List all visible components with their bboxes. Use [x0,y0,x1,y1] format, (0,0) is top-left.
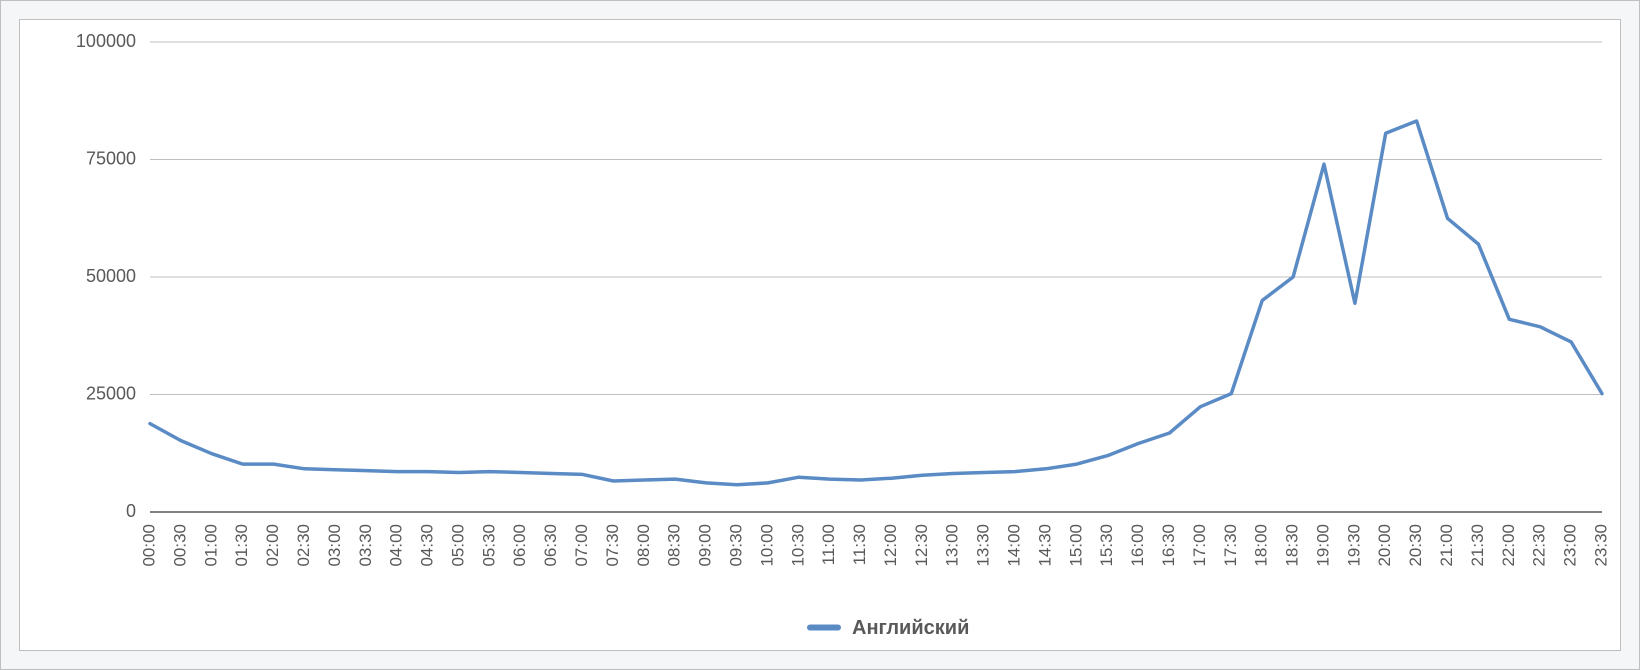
y-tick-label: 75000 [86,148,136,168]
x-tick-label: 08:00 [634,524,653,567]
x-tick-label: 13:00 [943,524,962,567]
x-tick-label: 16:30 [1159,524,1178,567]
legend-label: Английский [852,617,969,639]
x-tick-label: 01:00 [201,524,220,567]
x-tick-label: 12:30 [912,524,931,567]
x-tick-label: 18:00 [1252,524,1271,567]
x-tick-label: 06:30 [541,524,560,567]
x-tick-label: 09:00 [696,524,715,567]
x-tick-label: 01:30 [232,524,251,567]
x-tick-label: 15:30 [1097,524,1116,567]
x-tick-label: 10:00 [757,524,776,567]
chart-panel: 0 25000 50000 75000 100000 00:00 00:30 01:00 01:… [19,19,1621,651]
x-tick-label: 05:30 [479,524,498,567]
x-tick-label: 11:00 [819,524,838,565]
x-tick-label: 09:30 [726,524,745,567]
x-tick-label: 19:30 [1344,524,1363,567]
x-tick-label: 22:30 [1530,524,1549,567]
x-tick-label: 00:30 [170,524,189,567]
y-tick-label: 25000 [86,383,136,403]
y-tick-label: 0 [126,501,136,521]
x-tick-label: 02:30 [294,524,313,567]
chart-outer-frame: 0 25000 50000 75000 100000 00:00 00:30 01:00 01:… [0,0,1640,670]
line-chart-svg: 0 25000 50000 75000 100000 00:00 00:30 01:00 01:… [20,20,1622,652]
x-tick-label: 19:00 [1313,524,1332,567]
x-tick-label: 14:00 [1004,524,1023,567]
x-tick-label: 16:00 [1128,524,1147,567]
x-tick-label: 03:30 [356,524,375,567]
x-tick-label: 04:00 [387,524,406,567]
x-tick-label: 12:00 [881,524,900,567]
x-tick-label: 04:30 [417,524,436,567]
x-tick-label: 08:30 [665,524,684,567]
y-tick-label: 50000 [86,266,136,286]
y-tick-label: 100000 [76,31,136,51]
x-tick-label: 18:30 [1283,524,1302,567]
x-tick-label: 21:00 [1437,524,1456,567]
x-tick-label: 07:30 [603,524,622,567]
x-tick-label: 23:00 [1561,524,1580,567]
x-tick-label: 17:30 [1221,524,1240,567]
x-tick-label: 14:30 [1035,524,1054,567]
x-tick-label: 11:30 [850,524,869,565]
x-tick-label: 23:30 [1591,524,1610,567]
x-tick-label: 20:30 [1406,524,1425,567]
x-tick-label: 20:00 [1375,524,1394,567]
x-tick-label: 15:00 [1066,524,1085,567]
x-tick-label: 05:00 [448,524,467,567]
x-tick-label: 07:00 [572,524,591,567]
x-tick-label: 17:00 [1190,524,1209,567]
x-tick-label: 10:30 [788,524,807,567]
x-tick-label: 21:30 [1468,524,1487,567]
series-line [150,121,1602,485]
x-tick-label: 22:00 [1499,524,1518,567]
x-tick-label: 06:00 [510,524,529,567]
x-tick-label: 13:30 [974,524,993,567]
x-tick-label: 00:00 [139,524,158,567]
x-tick-label: 02:00 [263,524,282,567]
x-tick-label: 03:00 [325,524,344,567]
